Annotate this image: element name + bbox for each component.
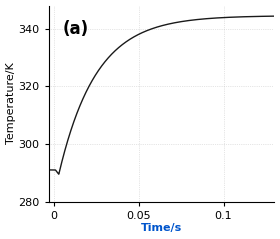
Y-axis label: Temperature/K: Temperature/K bbox=[6, 63, 16, 144]
X-axis label: Time/s: Time/s bbox=[141, 223, 182, 234]
Text: (a): (a) bbox=[62, 20, 88, 38]
